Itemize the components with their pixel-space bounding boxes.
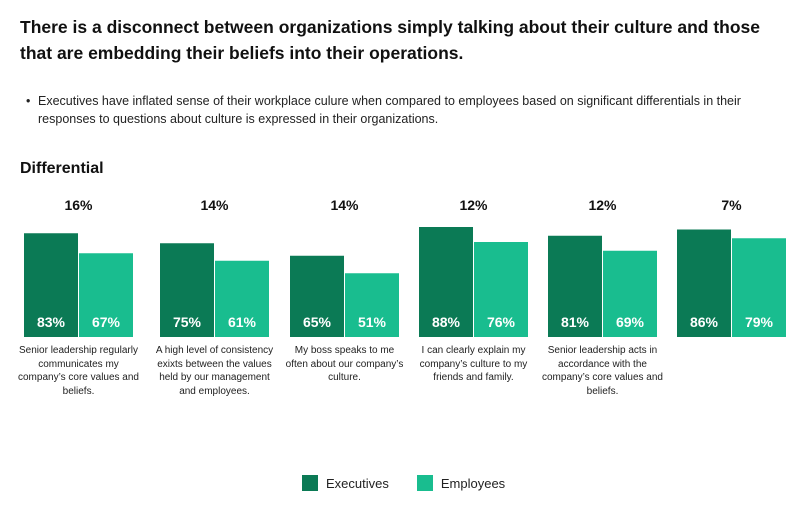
- data-label-employees: 69%: [616, 314, 645, 330]
- category-label: I can clearly explain my company’s cultu…: [419, 345, 528, 383]
- bullet-point: • Executives have inflated sense of thei…: [26, 92, 786, 128]
- category-label: A high level of consistency exixts betwe…: [155, 345, 274, 397]
- legend-item-employees: Employees: [416, 475, 506, 491]
- legend-swatch-employees: [416, 475, 433, 491]
- differential-label: 14%: [330, 197, 359, 213]
- data-label-employees: 79%: [745, 314, 774, 330]
- category-label: My boss speaks to me often about our com…: [285, 345, 404, 383]
- differential-label: 12%: [459, 197, 488, 213]
- bullet-icon: •: [26, 94, 31, 108]
- data-label-employees: 61%: [228, 314, 257, 330]
- bar-executives: [419, 227, 473, 337]
- bar-executives: [24, 233, 78, 337]
- data-label-executives: 88%: [432, 314, 461, 330]
- bar-employees: [474, 242, 528, 337]
- legend-label-executives: Executives: [326, 475, 389, 491]
- legend-label-employees: Employees: [440, 475, 506, 491]
- data-label-executives: 81%: [561, 314, 590, 330]
- category-label: Senior leadership acts in accordance wit…: [542, 345, 663, 397]
- bullet-text: Executives have inflated sense of their …: [38, 94, 741, 126]
- bar-employees: [345, 273, 399, 337]
- data-label-executives: 83%: [37, 314, 66, 330]
- bar-executives: [677, 229, 731, 337]
- differential-label: 14%: [200, 197, 229, 213]
- bar-executives: [160, 243, 214, 337]
- legend-item-executives: Executives: [302, 475, 389, 491]
- category-captions: Senior leadership regularly communicates…: [0, 344, 807, 424]
- legend-swatch-executives: [302, 475, 318, 491]
- bar-employees: [79, 253, 133, 337]
- bar-executives: [548, 235, 602, 337]
- bar-employees: [732, 238, 786, 337]
- differential-heading: Differential: [20, 160, 104, 177]
- data-label-executives: 86%: [690, 314, 719, 330]
- bar-employees: [603, 250, 657, 337]
- bar-chart: 83% 67% 16% 75% 61% 14% 65% 51% 14% 88% 76% 12% 81% 6…: [24, 197, 786, 337]
- data-label-executives: 65%: [303, 314, 332, 330]
- page-title: There is a disconnect between organizati…: [20, 17, 760, 63]
- differential-label: 7%: [721, 197, 742, 213]
- data-label-employees: 67%: [92, 314, 121, 330]
- category-label: Senior leadership regularly communicates…: [18, 345, 139, 397]
- differential-label: 16%: [64, 197, 93, 213]
- differential-label: 12%: [588, 197, 617, 213]
- data-label-employees: 51%: [358, 314, 387, 330]
- data-label-executives: 75%: [173, 314, 202, 330]
- bar-executives: [290, 255, 344, 337]
- data-label-employees: 76%: [487, 314, 516, 330]
- bar-employees: [215, 260, 269, 337]
- chart-legend: Executives Employees: [302, 475, 533, 491]
